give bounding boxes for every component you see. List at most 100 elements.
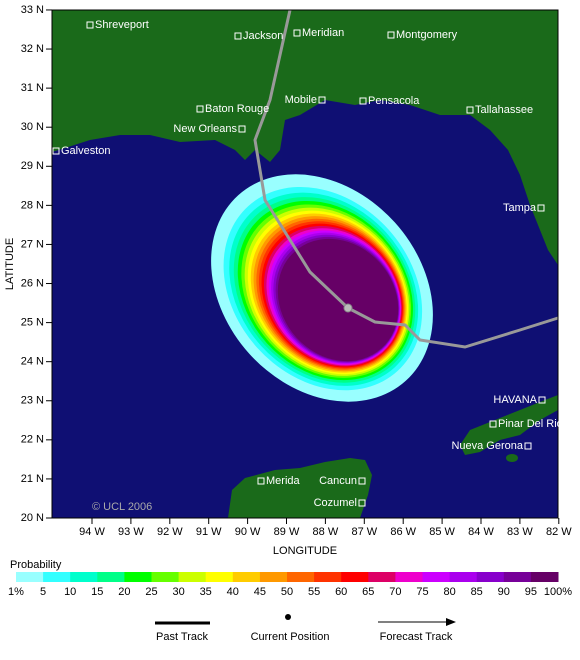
lon-tick-label: 89 W	[274, 526, 300, 538]
legend-swatch	[503, 572, 532, 582]
legend-label: 85	[471, 586, 483, 598]
x-axis-label: LONGITUDE	[273, 545, 337, 557]
legend-swatch	[70, 572, 98, 582]
city-marker	[196, 105, 204, 113]
city-marker	[538, 396, 546, 404]
legend-swatch	[205, 572, 234, 582]
lat-tick-label: 33 N	[21, 4, 44, 16]
lat-tick-label: 27 N	[21, 238, 44, 250]
legend-label: 20	[118, 586, 130, 598]
forecast-arrow	[446, 618, 456, 626]
city-label: Merida	[266, 475, 301, 487]
city-marker	[234, 32, 242, 40]
city-label: Galveston	[61, 145, 111, 157]
city-label: HAVANA	[493, 394, 537, 406]
lon-tick-label: 90 W	[235, 526, 261, 538]
legend-label: 45	[254, 586, 266, 598]
city-marker	[358, 499, 366, 507]
legend-label: 70	[389, 586, 401, 598]
legend-swatch	[97, 572, 125, 582]
city-marker	[358, 477, 366, 485]
legend-label: 95	[525, 586, 537, 598]
legend-label: 65	[362, 586, 374, 598]
city-label: Jackson	[243, 30, 283, 42]
city-label: Pinar Del Rio	[498, 418, 563, 430]
city-label: Pensacola	[368, 95, 420, 107]
lon-tick-label: 94 W	[79, 526, 105, 538]
lat-tick-label: 22 N	[21, 434, 44, 446]
lon-tick-label: 88 W	[313, 526, 339, 538]
legend-label: 35	[200, 586, 212, 598]
past-track-label: Past Track	[156, 631, 208, 643]
city-label: Meridian	[302, 27, 344, 39]
legend-swatch	[422, 572, 451, 582]
city-marker	[537, 204, 545, 212]
city-label: Cancun	[319, 475, 357, 487]
lon-tick-label: 92 W	[157, 526, 183, 538]
lat-tick-label: 23 N	[21, 395, 44, 407]
probability-swath	[211, 174, 433, 402]
legend-label: 50	[281, 586, 293, 598]
city-label: Nueva Gerona	[451, 440, 523, 452]
legend-label: 5	[40, 586, 46, 598]
lon-tick-label: 86 W	[390, 526, 416, 538]
city-marker	[238, 125, 246, 133]
legend-swatch	[43, 572, 71, 582]
y-axis-label: LATITUDE	[4, 238, 16, 290]
lon-tick-label: 93 W	[118, 526, 144, 538]
yucatan	[228, 458, 372, 518]
lat-tick-label: 24 N	[21, 356, 44, 368]
lon-tick-label: 87 W	[351, 526, 377, 538]
city-label: Cozumel	[314, 497, 357, 509]
legend-label: 25	[145, 586, 157, 598]
lon-tick-label: 91 W	[196, 526, 222, 538]
legend-title: Probability	[10, 559, 62, 571]
city-label: Montgomery	[396, 29, 458, 41]
city-marker	[359, 97, 367, 105]
legend-swatch	[16, 572, 44, 582]
legend-swatch	[287, 572, 315, 582]
cuba	[460, 395, 558, 455]
current-position-symbol	[285, 614, 291, 620]
legend-label: 100%	[544, 586, 572, 598]
legend-label: 15	[91, 586, 103, 598]
city-label: New Orleans	[173, 123, 237, 135]
lon-tick-label: 85 W	[429, 526, 455, 538]
city-label: Tallahassee	[475, 104, 533, 116]
us-land	[52, 10, 558, 265]
legend-label: 55	[308, 586, 320, 598]
legend-swatch	[259, 572, 288, 582]
lat-tick-label: 31 N	[21, 82, 44, 94]
city-marker	[86, 21, 94, 29]
city-label: Tampa	[503, 202, 537, 214]
city-marker	[257, 477, 265, 485]
legend-label: 80	[443, 586, 455, 598]
city-marker	[524, 442, 532, 450]
legend-swatch	[178, 572, 207, 582]
lat-tick-label: 28 N	[21, 199, 44, 211]
lat-tick-label: 20 N	[21, 512, 44, 524]
isla-juventud	[506, 454, 518, 462]
city-marker	[52, 147, 60, 155]
city-label: Shreveport	[95, 19, 149, 31]
legend-label: 75	[416, 586, 428, 598]
legend-swatch	[151, 572, 180, 582]
legend-label: 1%	[8, 586, 24, 598]
city-marker	[293, 29, 301, 37]
current-position-label: Current Position	[251, 631, 330, 643]
city-marker	[387, 31, 395, 39]
city-label: Baton Rouge	[205, 103, 269, 115]
lon-tick-label: 83 W	[507, 526, 533, 538]
current-position	[343, 303, 353, 313]
lon-tick-label: 82 W	[546, 526, 572, 538]
lat-tick-label: 32 N	[21, 43, 44, 55]
legend-swatch	[476, 572, 505, 582]
lat-tick-label: 29 N	[21, 160, 44, 172]
legend-swatch	[368, 572, 396, 582]
legend-swatch	[232, 572, 261, 582]
lat-tick-label: 21 N	[21, 473, 44, 485]
legend-label: 40	[227, 586, 239, 598]
legend-label: 10	[64, 586, 76, 598]
forecast-track-label: Forecast Track	[380, 631, 453, 643]
